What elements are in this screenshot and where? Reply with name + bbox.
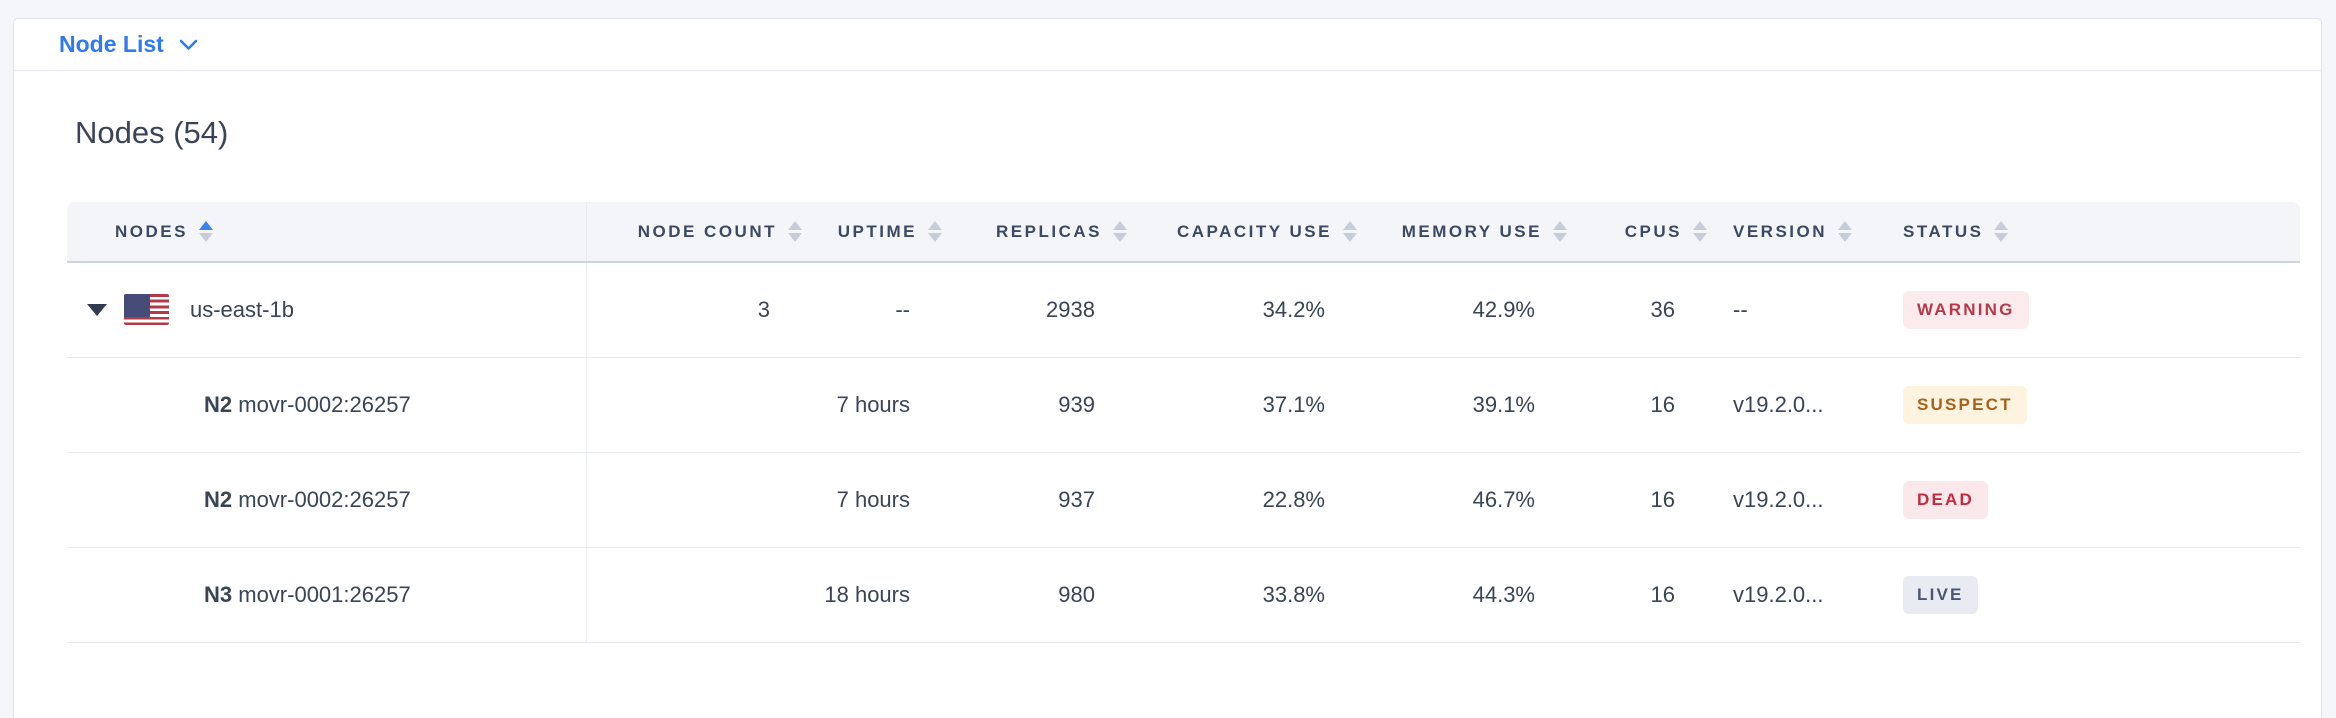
cell-memory-use: 42.9% — [1365, 262, 1575, 358]
cell-version: v19.2.0... — [1715, 452, 1885, 548]
cell-replicas: 937 — [950, 452, 1135, 548]
sort-icon — [1994, 221, 2009, 242]
node-name-cell[interactable]: N2 movr-0002:26257 — [67, 392, 586, 418]
cell-replicas: 939 — [950, 357, 1135, 453]
cell-replicas: 980 — [950, 547, 1135, 643]
column-header-cpus[interactable]: CPUS — [1575, 202, 1715, 263]
node-row: N3 movr-0001:26257 18 hours 980 33.8% 44… — [67, 547, 2300, 643]
sort-icon — [1838, 221, 1853, 242]
cell-node-count — [586, 547, 810, 643]
node-list-dropdown[interactable]: Node List — [59, 31, 198, 58]
sort-icon — [1553, 221, 1567, 242]
node-id: N3 — [204, 581, 233, 607]
node-list-card: Node List Nodes (54) NODES NODE COUNT UP… — [13, 18, 2322, 718]
sort-icon — [928, 221, 942, 242]
cell-status: WARNING — [1885, 262, 2300, 358]
cell-replicas: 2938 — [950, 262, 1135, 358]
cell-status: LIVE — [1885, 547, 2300, 643]
cell-version: v19.2.0... — [1715, 547, 1885, 643]
column-header-version[interactable]: VERSION — [1715, 202, 1885, 263]
column-header-capacity-use[interactable]: CAPACITY USE — [1135, 202, 1365, 263]
status-badge: DEAD — [1903, 480, 1988, 519]
node-id: N2 — [204, 391, 233, 417]
node-name-cell[interactable]: N2 movr-0002:26257 — [67, 487, 586, 513]
node-row: N2 movr-0002:26257 7 hours 937 22.8% 46.… — [67, 452, 2300, 548]
table-header-row: NODES NODE COUNT UPTIME REPLICAS CAPACIT… — [67, 202, 2300, 263]
cell-capacity-use: 37.1% — [1135, 357, 1365, 453]
cell-cpus: 16 — [1575, 357, 1715, 453]
cell-version: v19.2.0... — [1715, 357, 1885, 453]
cell-node-count: 3 — [586, 262, 810, 358]
status-badge: SUSPECT — [1903, 385, 2027, 424]
sort-icon — [788, 221, 802, 242]
status-badge: WARNING — [1903, 290, 2029, 329]
cell-capacity-use: 22.8% — [1135, 452, 1365, 548]
node-address: movr-0001:26257 — [238, 581, 411, 607]
cell-version: -- — [1715, 262, 1885, 358]
cell-node-count — [586, 452, 810, 548]
sort-icon — [1343, 221, 1357, 242]
card-header: Node List — [14, 19, 2321, 71]
sort-icon — [1693, 221, 1707, 242]
cell-uptime: -- — [810, 262, 950, 358]
collapse-caret-icon[interactable] — [87, 303, 107, 316]
status-badge: LIVE — [1903, 575, 1978, 614]
column-header-nodes[interactable]: NODES — [67, 202, 587, 263]
node-id: N2 — [204, 486, 233, 512]
sort-icon — [198, 221, 213, 242]
sort-icon — [1113, 221, 1127, 242]
cell-capacity-use: 34.2% — [1135, 262, 1365, 358]
group-row-us-east-1b: us-east-1b 3 -- 2938 34.2% 42.9% 36 -- W… — [67, 262, 2300, 358]
cell-memory-use: 46.7% — [1365, 452, 1575, 548]
node-address: movr-0002:26257 — [238, 391, 411, 417]
node-name-cell[interactable]: N3 movr-0001:26257 — [67, 582, 586, 608]
column-header-memory-use[interactable]: MEMORY USE — [1365, 202, 1575, 263]
node-address: movr-0002:26257 — [238, 486, 411, 512]
cell-uptime: 7 hours — [810, 357, 950, 453]
us-flag-icon — [124, 294, 169, 326]
cell-uptime: 18 hours — [810, 547, 950, 643]
cell-cpus: 16 — [1575, 452, 1715, 548]
column-header-uptime[interactable]: UPTIME — [810, 202, 950, 263]
cell-status: SUSPECT — [1885, 357, 2300, 453]
locality-name: us-east-1b — [190, 296, 294, 322]
node-row: N2 movr-0002:26257 7 hours 939 37.1% 39.… — [67, 357, 2300, 453]
cell-memory-use: 44.3% — [1365, 547, 1575, 643]
cell-uptime: 7 hours — [810, 452, 950, 548]
cell-memory-use: 39.1% — [1365, 357, 1575, 453]
nodes-table: NODES NODE COUNT UPTIME REPLICAS CAPACIT… — [67, 202, 2300, 643]
column-header-node-count[interactable]: NODE COUNT — [586, 202, 810, 263]
cell-status: DEAD — [1885, 452, 2300, 548]
chevron-down-icon — [179, 39, 198, 51]
node-list-dropdown-label: Node List — [59, 31, 164, 57]
group-name-cell: us-east-1b — [67, 294, 586, 326]
cell-capacity-use: 33.8% — [1135, 547, 1365, 643]
column-header-status[interactable]: STATUS — [1885, 202, 2300, 263]
page-title: Nodes (54) — [75, 115, 229, 150]
cell-node-count — [586, 357, 810, 453]
column-header-replicas[interactable]: REPLICAS — [950, 202, 1135, 263]
cell-cpus: 16 — [1575, 547, 1715, 643]
cell-cpus: 36 — [1575, 262, 1715, 358]
